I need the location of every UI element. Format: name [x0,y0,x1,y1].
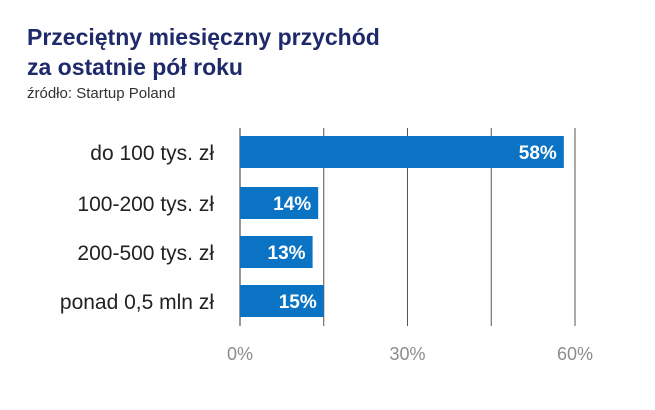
bar-value-label: 15% [279,292,317,313]
category-label: 200-500 tys. zł [77,242,214,265]
chart-title-line-1: Przeciętny miesięczny przychód [27,24,380,50]
bar-value-label: 58% [519,143,557,164]
bar [240,236,313,268]
category-label: do 100 tys. zł [90,142,214,165]
category-label: 100-200 tys. zł [77,193,214,216]
chart-title-line-2: za ostatnie pół roku [27,54,243,80]
bar-value-label: 14% [273,194,311,215]
chart-source: źródło: Startup Poland [27,85,176,102]
bar-value-label: 13% [268,243,306,264]
chart-title: Przeciętny miesięczny przychód za ostatn… [27,22,627,82]
bar [240,187,319,219]
x-tick-label: 30% [389,344,425,364]
bar [240,136,564,168]
category-label: ponad 0,5 mln zł [60,291,214,314]
bar [240,285,324,317]
x-tick-label: 60% [557,344,593,364]
x-tick-label: 0% [227,344,253,364]
